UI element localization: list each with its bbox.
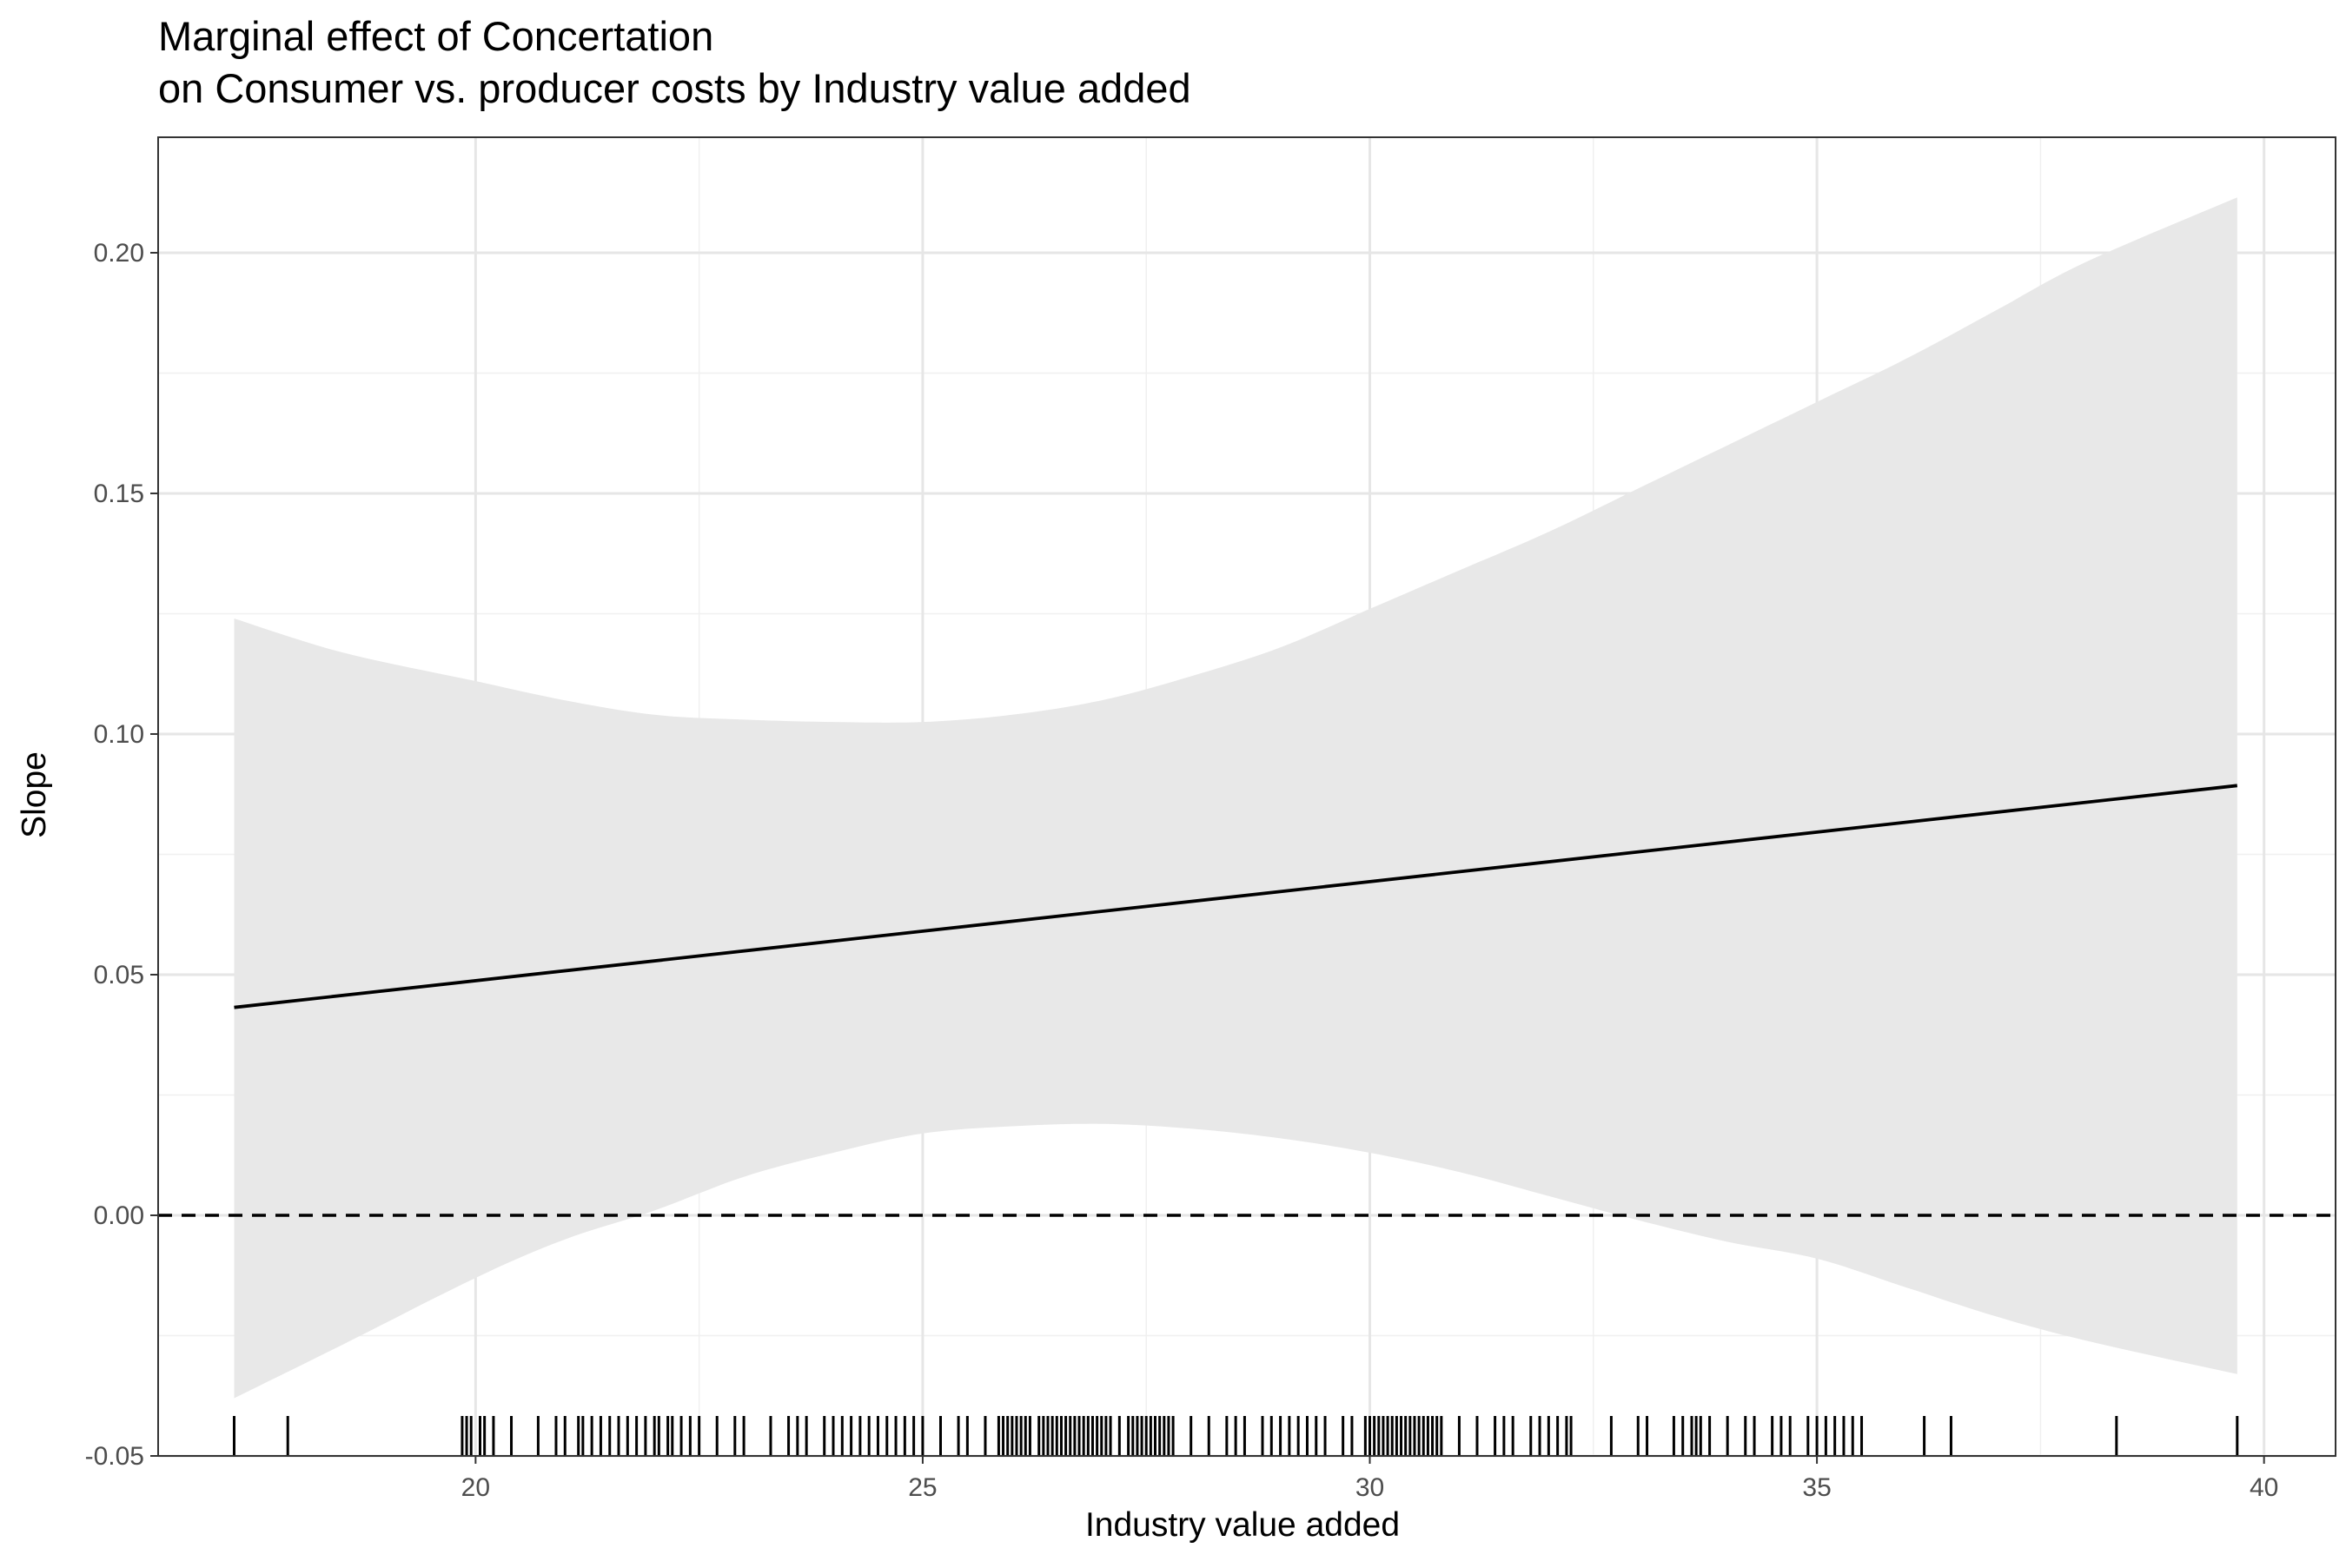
panel-border xyxy=(157,136,2336,1457)
chart-title: Marginal effect of Concertation xyxy=(158,13,713,59)
x-tick-label: 25 xyxy=(908,1473,937,1502)
x-tick-label: 35 xyxy=(1802,1473,1831,1502)
chart-subtitle: on Consumer vs. producer costs by Indust… xyxy=(158,65,1191,111)
y-tick-label: 0.05 xyxy=(94,961,144,989)
slope-line xyxy=(234,784,2238,1009)
y-tick-label: 0.15 xyxy=(94,480,144,508)
y-tick-label: 0.20 xyxy=(94,239,144,268)
confidence-band xyxy=(234,197,2237,1399)
x-axis: 20 25 30 35 40 xyxy=(461,1456,2278,1502)
y-axis: -0.05 0.00 0.05 0.10 0.15 0.20 xyxy=(85,239,158,1471)
x-tick-label: 20 xyxy=(461,1473,490,1502)
x-axis-title: Industry value added xyxy=(1085,1506,1400,1544)
y-tick-label: 0.00 xyxy=(94,1201,144,1230)
y-tick-label: 0.10 xyxy=(94,720,144,749)
x-tick-label: 40 xyxy=(2250,1473,2278,1502)
x-tick-label: 30 xyxy=(1355,1473,1384,1502)
rug-marks xyxy=(232,1416,2239,1456)
y-tick-label: -0.05 xyxy=(85,1442,144,1471)
y-axis-title: Slope xyxy=(16,751,53,838)
plot-panel xyxy=(157,136,2336,1458)
